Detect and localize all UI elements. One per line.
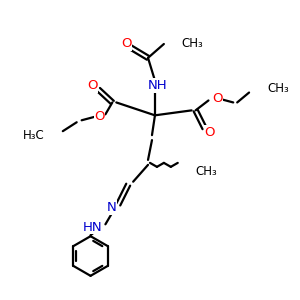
Text: CH₃: CH₃: [182, 38, 203, 50]
Text: N: N: [106, 201, 116, 214]
Text: O: O: [121, 38, 131, 50]
Text: O: O: [87, 79, 98, 92]
Text: CH₃: CH₃: [196, 165, 217, 178]
Text: HN: HN: [83, 221, 102, 234]
Text: O: O: [204, 126, 215, 139]
Text: CH₃: CH₃: [267, 82, 289, 95]
Text: O: O: [212, 92, 223, 105]
Text: O: O: [94, 110, 105, 123]
Text: H₃C: H₃C: [23, 129, 45, 142]
Text: NH: NH: [148, 79, 168, 92]
